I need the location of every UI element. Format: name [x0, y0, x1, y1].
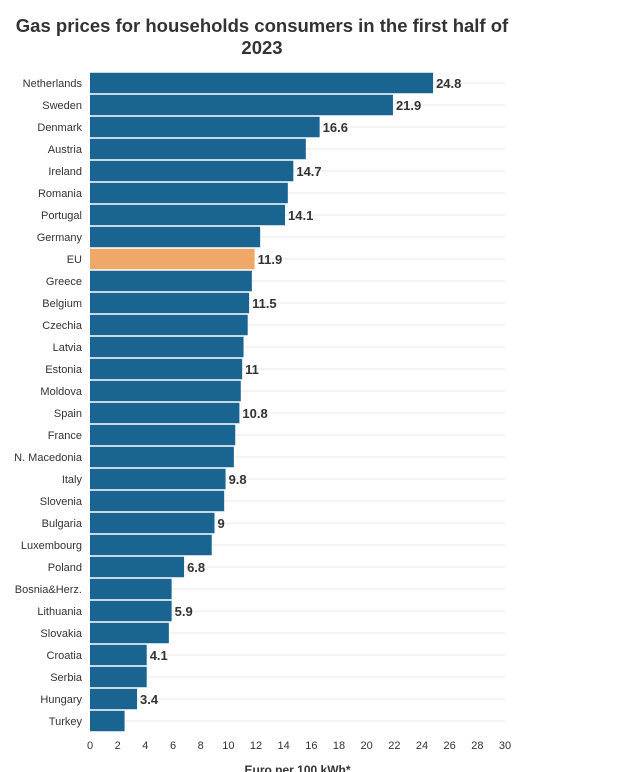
- bar-ireland: [90, 160, 294, 182]
- bar-bosnia-herz-: [90, 578, 172, 600]
- x-tick-label: 30: [499, 740, 511, 752]
- data-label: 11.5: [252, 296, 277, 311]
- category-label: Netherlands: [23, 78, 83, 90]
- category-label: Slovakia: [40, 628, 82, 640]
- bar-n-macedonia: [90, 446, 234, 468]
- bar-netherlands: [90, 72, 434, 94]
- x-tick-label: 28: [471, 740, 483, 752]
- category-label: Bosnia&Herz.: [15, 584, 82, 596]
- bar-luxembourg: [90, 534, 212, 556]
- category-label: Serbia: [50, 672, 83, 684]
- data-label: 24.8: [436, 76, 461, 91]
- x-tick-label: 14: [278, 740, 290, 752]
- bar-hungary: [90, 688, 138, 710]
- x-tick-label: 26: [444, 740, 456, 752]
- data-label: 10.8: [242, 406, 267, 421]
- bar-france: [90, 424, 236, 446]
- category-label: Estonia: [45, 364, 83, 376]
- x-tick-label: 4: [142, 740, 148, 752]
- category-label: N. Macedonia: [14, 452, 83, 464]
- category-label: Portugal: [41, 210, 82, 222]
- bar-romania: [90, 182, 288, 204]
- category-label: France: [48, 430, 82, 442]
- category-label: Turkey: [49, 716, 83, 728]
- category-label: Ireland: [48, 166, 82, 178]
- bar-lithuania: [90, 600, 172, 622]
- x-tick-label: 24: [416, 740, 428, 752]
- bar-portugal: [90, 204, 286, 226]
- x-tick-label: 22: [388, 740, 400, 752]
- data-label: 3.4: [140, 692, 159, 707]
- bar-croatia: [90, 644, 147, 666]
- data-label: 6.8: [187, 560, 205, 575]
- category-label: Romania: [38, 188, 83, 200]
- bar-spain: [90, 402, 240, 424]
- data-label: 14.1: [288, 208, 313, 223]
- x-axis-title: Euro per 100 kWh*: [244, 763, 350, 772]
- category-label: Hungary: [40, 694, 82, 706]
- x-tick-label: 12: [250, 740, 262, 752]
- x-tick-label: 10: [222, 740, 234, 752]
- x-tick-label: 6: [170, 740, 176, 752]
- category-label: Poland: [48, 562, 82, 574]
- category-label: Spain: [54, 408, 82, 420]
- category-label: Moldova: [40, 386, 82, 398]
- bars: [90, 72, 434, 732]
- category-label: EU: [67, 254, 82, 266]
- x-tick-label: 0: [87, 740, 93, 752]
- bar-belgium: [90, 292, 250, 314]
- data-label: 9.8: [229, 472, 247, 487]
- category-label: Denmark: [37, 122, 82, 134]
- category-label: Sweden: [42, 100, 82, 112]
- category-labels: Netherlands Sweden Denmark Austria Ireland Ro…: [14, 78, 83, 728]
- bar-moldova: [90, 380, 241, 402]
- bar-italy: [90, 468, 226, 490]
- data-label: 9: [218, 516, 225, 531]
- x-tick-label: 2: [115, 740, 121, 752]
- bar-sweden: [90, 94, 393, 116]
- data-label: 14.7: [296, 164, 321, 179]
- x-tick-label: 8: [198, 740, 204, 752]
- bar-serbia: [90, 666, 147, 688]
- category-label: Croatia: [47, 650, 83, 662]
- x-axis-ticks: 0 2 4 6 8 10 12 14 16 18 20 22 24 26 28 30: [87, 740, 511, 752]
- bar-estonia: [90, 358, 243, 380]
- bar-slovenia: [90, 490, 225, 512]
- category-label: Slovenia: [40, 496, 83, 508]
- data-label: 16.6: [323, 120, 348, 135]
- bar-poland: [90, 556, 185, 578]
- category-label: Lithuania: [37, 606, 83, 618]
- x-tick-label: 16: [305, 740, 317, 752]
- data-label: 11: [245, 362, 259, 377]
- bar-bulgaria: [90, 512, 215, 534]
- bar-slovakia: [90, 622, 169, 644]
- bar-germany: [90, 226, 261, 248]
- bar-austria: [90, 138, 306, 160]
- category-label: Austria: [48, 144, 83, 156]
- category-label: Luxembourg: [21, 540, 82, 552]
- bar-eu: [90, 248, 255, 270]
- bar-greece: [90, 270, 252, 292]
- x-tick-label: 18: [333, 740, 345, 752]
- category-label: Bulgaria: [42, 518, 83, 530]
- category-label: Italy: [62, 474, 83, 486]
- data-label: 4.1: [150, 648, 168, 663]
- data-label: 11.9: [258, 252, 283, 267]
- bar-denmark: [90, 116, 320, 138]
- bar-latvia: [90, 336, 244, 358]
- category-label: Belgium: [42, 298, 82, 310]
- bar-turkey: [90, 710, 125, 732]
- bar-czechia: [90, 314, 248, 336]
- chart-title: Gas prices for households consumers in t…: [15, 15, 509, 58]
- category-label: Latvia: [53, 342, 83, 354]
- category-label: Greece: [46, 276, 82, 288]
- category-label: Germany: [37, 232, 83, 244]
- data-label: 21.9: [396, 98, 421, 113]
- category-label: Czechia: [42, 320, 83, 332]
- x-tick-label: 20: [361, 740, 373, 752]
- data-label: 5.9: [175, 604, 193, 619]
- data-labels: 24.8 21.9 16.6 14.7 14.1 11.9 11.5 11 10.8 9.8 9 6.…: [140, 76, 461, 707]
